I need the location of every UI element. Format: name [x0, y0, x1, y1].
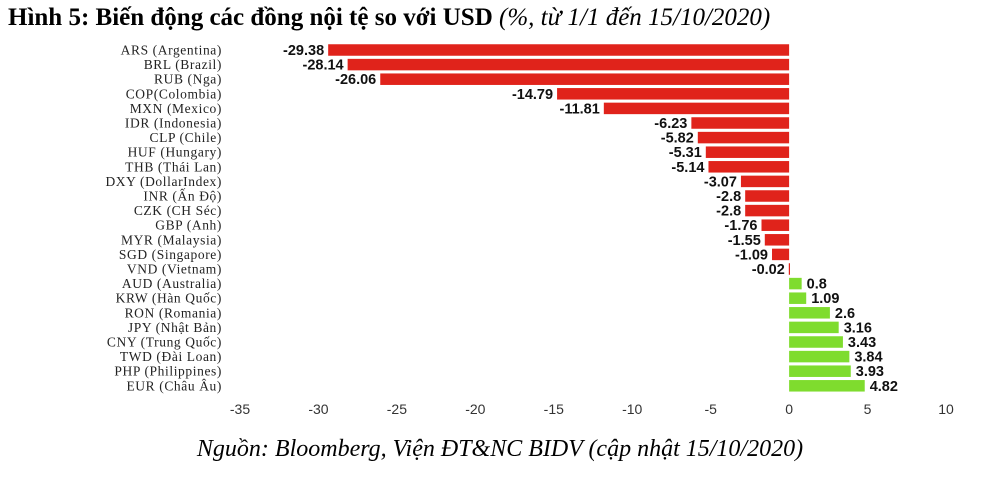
bar	[697, 131, 790, 144]
category-label: SGD (Singapore)	[119, 247, 222, 262]
bar	[789, 292, 807, 304]
category-label: PHP (Philippines)	[114, 364, 222, 379]
bar	[557, 88, 790, 100]
bar	[789, 336, 843, 348]
category-label: MXN (Mexico)	[130, 101, 222, 116]
x-tick-label: -5	[704, 401, 717, 417]
category-label: HUF (Hungary)	[128, 145, 222, 160]
bar	[772, 248, 790, 261]
value-label: 4.82	[870, 379, 898, 395]
value-label: 3.93	[856, 364, 884, 380]
bar	[761, 219, 790, 231]
x-tick-label: -15	[544, 401, 564, 417]
value-label: -29.38	[283, 43, 324, 59]
x-tick-label: -30	[308, 401, 328, 417]
category-label: GBP (Anh)	[155, 218, 222, 233]
category-label: DXY (DollarIndex)	[105, 174, 222, 189]
x-tick-label: -25	[387, 401, 407, 417]
bar	[789, 380, 865, 392]
category-label: KRW (Hàn Quốc)	[116, 291, 222, 306]
chart-title: Hình 5: Biến động các đồng nội tệ so với…	[8, 4, 998, 40]
bar	[789, 350, 850, 363]
bar	[789, 277, 802, 290]
category-label: COP(Colombia)	[126, 86, 222, 101]
value-label: -1.09	[735, 247, 768, 263]
category-label: RON (Romania)	[125, 305, 222, 320]
category-label: RUB (Nga)	[154, 72, 222, 87]
value-label: -11.81	[559, 101, 599, 117]
value-label: -2.8	[716, 204, 741, 220]
chart-subtitle: (%, từ 1/1 đến 15/10/2020)	[499, 4, 771, 31]
bar	[789, 321, 839, 334]
chart-title-main: Hình 5: Biến động các đồng nội tệ so với…	[8, 4, 493, 31]
value-label: -14.79	[512, 87, 553, 103]
category-label: CZK (CH Séc)	[134, 203, 222, 218]
x-tick-label: 5	[864, 401, 872, 417]
bar	[603, 102, 790, 115]
category-label: JPY (Nhật Bản)	[128, 320, 222, 335]
bar	[380, 73, 790, 85]
bar	[788, 263, 790, 275]
category-label: VND (Vietnam)	[127, 262, 222, 277]
bar	[708, 161, 790, 173]
category-label: ARS (Argentina)	[121, 43, 222, 58]
bar	[789, 307, 830, 319]
value-label: -6.23	[654, 116, 687, 132]
bar	[764, 234, 790, 246]
currency-bar-chart: ARS (Argentina) -29.38 BRL (Brazil) -28.14 R…	[105, 43, 954, 418]
category-label: INR (Ấn Độ)	[143, 189, 222, 204]
value-label: 3.16	[844, 320, 872, 336]
x-tick-label: 0	[785, 401, 793, 417]
category-label: AUD (Australia)	[122, 276, 222, 291]
category-label: THB (Thái Lan)	[125, 159, 222, 174]
bar	[705, 146, 790, 158]
category-label: IDR (Indonesia)	[125, 116, 222, 131]
category-label: BRL (Brazil)	[144, 57, 222, 72]
bar	[740, 175, 790, 188]
value-label: -26.06	[335, 72, 376, 88]
x-tick-label: -20	[465, 401, 485, 417]
value-label: 0.8	[807, 277, 827, 293]
bar	[691, 117, 790, 129]
category-label: CNY (Trung Quốc)	[107, 335, 222, 350]
x-tick-label: 10	[938, 401, 954, 417]
category-label: CLP (Chile)	[150, 130, 222, 145]
value-label: -2.8	[716, 189, 741, 205]
bar	[347, 58, 790, 71]
bar	[745, 190, 790, 202]
bar	[789, 365, 851, 377]
x-tick-label: -10	[622, 401, 642, 417]
value-label: -5.82	[661, 131, 694, 147]
value-label: 1.09	[811, 291, 839, 307]
value-label: 2.6	[835, 306, 855, 322]
value-label: -1.55	[728, 233, 761, 249]
value-label: -5.14	[671, 160, 704, 176]
x-tick-label: -35	[230, 401, 250, 417]
category-label: MYR (Malaysia)	[121, 232, 222, 247]
value-label: 3.84	[854, 350, 882, 366]
value-label: -5.31	[669, 145, 702, 161]
value-label: -3.07	[704, 174, 737, 190]
category-label: TWD (Đài Loan)	[120, 349, 222, 364]
bar	[745, 204, 790, 217]
source-note: Nguồn: Bloomberg, Viện ĐT&NC BIDV (cập n…	[196, 436, 804, 462]
value-label: -0.02	[752, 262, 785, 278]
category-label: EUR (Châu Âu)	[126, 378, 222, 393]
value-label: -1.76	[724, 218, 757, 234]
value-label: 3.43	[848, 335, 876, 351]
value-label: -28.14	[303, 58, 344, 74]
bar	[328, 44, 790, 56]
